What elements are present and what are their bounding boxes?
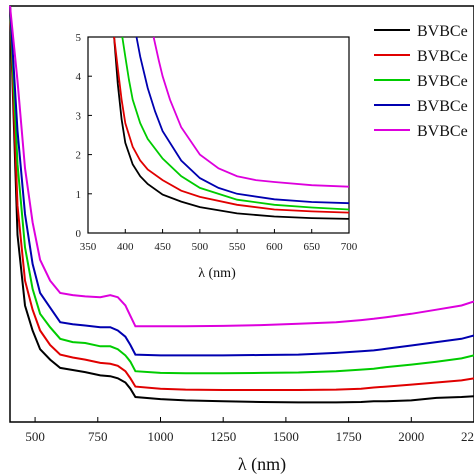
main-x-tick-label: 750	[88, 429, 108, 444]
inset-y-tick-label: 0	[76, 228, 82, 240]
inset-series-line-3	[121, 36, 350, 211]
inset-series-line-1	[113, 36, 350, 220]
main-series-line-2	[9, 5, 474, 391]
main-series-line-4	[9, 5, 474, 357]
inset-x-tick-label: 400	[117, 241, 134, 253]
inset-series	[113, 36, 350, 220]
main-x-tick-label: 2000	[398, 429, 424, 444]
inset-y-tick-label: 4	[76, 71, 82, 83]
inset-x-tick-label: 600	[266, 241, 283, 253]
inset-y-tick-label: 2	[76, 150, 82, 162]
main-x-axis-title: λ (nm)	[238, 454, 286, 474]
inset-series-line-5	[152, 36, 350, 188]
inset-ticks: 350 400 450 500 550 600 650 700 0 1 2 3 4 5	[76, 32, 358, 253]
inset-x-axis-title: λ (nm)	[198, 266, 236, 281]
main-series-line-3	[9, 5, 474, 375]
main-series-line-5	[9, 5, 474, 328]
main-x-tick-label: 1000	[147, 429, 173, 444]
main-plot-frame	[9, 5, 474, 423]
main-x-tick-label: 1250	[210, 429, 236, 444]
inset-x-tick-label: 450	[154, 241, 171, 253]
inset-x-tick-label: 550	[229, 241, 246, 253]
inset-x-tick-label: 700	[341, 241, 358, 253]
inset-x-tick-label: 350	[80, 241, 97, 253]
main-x-tick-label: 500	[25, 429, 45, 444]
legend-label: BVBCe	[417, 73, 468, 90]
main-series-line-1	[9, 5, 474, 404]
inset-series-line-2	[113, 36, 350, 214]
inset-plot: 350 400 450 500 550 600 650 700 0 1 2 3 4 5 λ (nm)	[76, 32, 358, 281]
main-x-tick-label: 1500	[273, 429, 299, 444]
inset-y-tick-label: 3	[76, 110, 82, 122]
inset-y-tick-label: 1	[76, 189, 82, 201]
legend-label: BVBCe	[417, 98, 468, 115]
main-x-ticks: 500 750 1000 1250 1500 1750 2000 2250	[25, 417, 474, 444]
legend-label: BVBCe	[417, 48, 468, 65]
inset-series-line-4	[135, 36, 350, 205]
legend-label: BVBCe	[417, 23, 468, 40]
main-x-tick-label: 2250	[461, 429, 474, 444]
main-series	[9, 5, 474, 404]
inset-y-tick-label: 5	[76, 32, 82, 44]
main-plot: 500750100012501500175020002250 λ (nm)	[9, 5, 474, 474]
legend: BVBCe BVBCe BVBCe BVBCe BVBCe	[374, 23, 468, 140]
main-x-tick-label: 1750	[336, 429, 362, 444]
inset-x-tick-label: 500	[192, 241, 209, 253]
inset-x-tick-label: 650	[303, 241, 320, 253]
legend-label: BVBCe	[417, 123, 468, 140]
